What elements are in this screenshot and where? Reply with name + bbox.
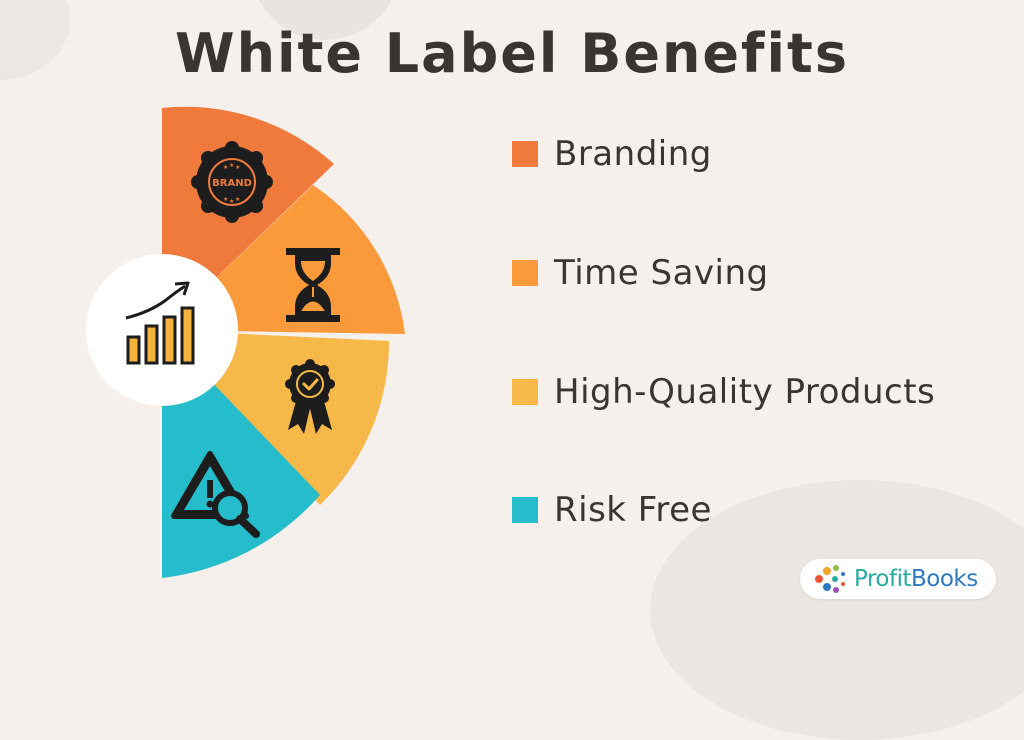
svg-text:★: ★	[229, 198, 234, 205]
legend-swatch	[512, 260, 538, 286]
legend-item-branding: Branding	[512, 134, 712, 174]
logo-dots-icon	[815, 565, 845, 593]
svg-text:★: ★	[235, 164, 240, 171]
logo-text: ProfitBooks	[854, 566, 978, 592]
benefits-fan-diagram: BRAND ★ ★ ★ ★ ★ ★	[86, 106, 405, 578]
legend-swatch	[512, 141, 538, 167]
legend-label: Time Saving	[554, 253, 769, 293]
legend-item-time-saving: Time Saving	[512, 253, 769, 293]
hourglass-icon	[286, 248, 340, 322]
profitbooks-logo: ProfitBooks	[800, 559, 996, 599]
legend-label: Branding	[554, 134, 712, 174]
svg-text:★: ★	[223, 164, 228, 171]
logo-text-books: Books	[911, 566, 978, 592]
legend-item-risk-free: Risk Free	[512, 490, 712, 530]
legend-swatch	[512, 497, 538, 523]
svg-text:★: ★	[223, 196, 228, 203]
legend-label: Risk Free	[554, 490, 712, 530]
svg-text:★: ★	[235, 196, 240, 203]
warning-search-icon	[171, 451, 260, 538]
brand-badge-text: BRAND	[212, 178, 252, 189]
legend-item-quality: High-Quality Products	[512, 372, 935, 412]
legend-swatch	[512, 379, 538, 405]
legend-label: High-Quality Products	[554, 372, 936, 412]
quality-ribbon-icon	[285, 359, 335, 434]
page-title: White Label Benefits	[175, 22, 849, 85]
logo-text-profit: Profit	[854, 566, 912, 592]
growth-chart-icon	[86, 254, 238, 406]
brand-badge-icon: BRAND ★ ★ ★ ★ ★ ★	[191, 141, 273, 223]
svg-text:★: ★	[229, 162, 234, 169]
